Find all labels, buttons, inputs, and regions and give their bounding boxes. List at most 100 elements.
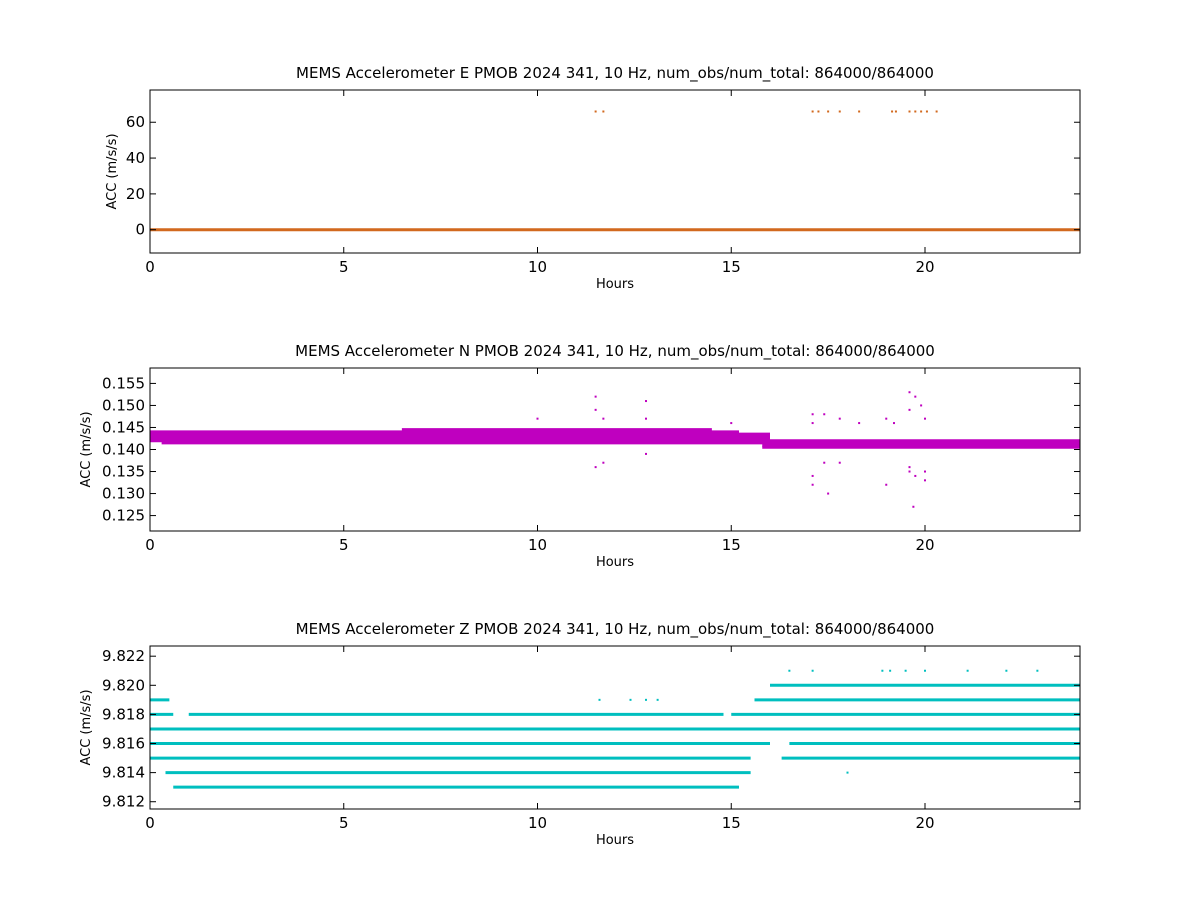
data-point [924,669,926,672]
data-point [823,413,826,416]
y-tick-label: 9.816 [102,735,145,753]
y-axis-label: ACC (m/s/s) [105,133,120,209]
data-point [838,461,841,464]
data-point [645,698,647,701]
y-tick-label: 9.818 [102,705,145,723]
data-point [811,413,814,416]
data-point [904,669,907,672]
x-tick-label: 15 [722,258,741,276]
x-tick-label: 15 [722,536,741,554]
data-point [914,474,917,477]
data-point [920,110,923,113]
data-point [881,669,884,672]
data-point [827,492,830,495]
x-tick-label: 5 [339,536,349,554]
data-point [891,110,894,113]
y-axis-label: ACC (m/s/s) [79,411,94,487]
y-tick-label: 9.820 [102,676,145,694]
x-axis-label: Hours [596,277,634,292]
data-point [908,408,911,411]
data-point [536,417,539,420]
x-tick-label: 0 [145,814,155,832]
plot-frame [149,89,1081,254]
data-point [730,422,733,425]
x-tick-label: 20 [915,814,934,832]
data-point [858,110,861,113]
data-point [594,395,597,398]
data-point [838,110,841,113]
data-point [925,110,928,113]
chart-panel-2: 0 5 10 15 20 9.812 9.814 9.816 9.818 9.820 9.822 ME… [79,620,1081,848]
data-point [1036,669,1039,672]
data-point [924,479,926,482]
data-layer [150,110,1080,232]
chart-title: MEMS Accelerometer E PMOB 2024 341, 10 H… [296,64,934,83]
data-point [885,417,888,420]
data-point [889,669,892,672]
y-tick-label: 9.812 [102,793,145,811]
x-tick-label: 0 [145,258,155,276]
x-tick-label: 20 [915,536,934,554]
data-point [811,669,814,672]
data-point [858,422,861,425]
y-tick-label: 60 [126,113,145,131]
data-point [846,771,849,774]
chart-panel-1: 0 5 10 15 20 0.125 0.130 0.135 0.140 0.145 0.150 0.… [79,342,1081,570]
chart-title: MEMS Accelerometer Z PMOB 2024 341, 10 H… [296,620,935,639]
data-point [908,391,911,394]
y-tick-label: 0.130 [102,485,145,503]
data-point [908,466,911,469]
x-tick-label: 10 [528,814,547,832]
y-tick-label: 0.125 [102,507,145,525]
data-point [893,422,895,425]
data-point [912,505,915,508]
data-point [920,404,923,407]
y-tick-label: 0.155 [102,374,145,392]
chart-panel-0: 0 5 10 15 20 0 20 40 60 MEMS Accelerometer E PMOB… [105,64,1081,292]
x-axis-label: Hours [596,833,634,848]
plot-frame [149,367,1081,532]
data-point [811,483,814,486]
data-point [811,110,814,113]
data-point [602,461,605,464]
data-point [594,110,597,113]
x-tick-label: 5 [339,814,349,832]
data-point [811,474,814,477]
data-point [935,110,938,113]
data-point [788,669,791,672]
data-point [966,669,969,672]
data-layer [150,391,1080,508]
data-point [885,483,888,486]
data-point [924,470,926,473]
x-tick-label: 15 [722,814,741,832]
x-tick-label: 10 [528,536,547,554]
data-point [817,110,820,113]
data-point [827,110,830,113]
data-point [908,110,911,113]
y-tick-label: 40 [126,149,145,167]
data-point [894,110,897,113]
y-tick-label: 0.150 [102,396,145,414]
data-point [924,417,926,420]
data-point [598,698,601,701]
chart-title: MEMS Accelerometer N PMOB 2024 341, 10 H… [295,342,935,361]
data-point [656,698,659,701]
data-layer [150,669,1080,789]
data-point [1005,669,1008,672]
data-point [838,417,841,420]
data-point [914,395,917,398]
data-point [594,408,597,411]
y-tick-label: 9.822 [102,647,145,665]
data-point [914,110,917,113]
x-tick-label: 0 [145,536,155,554]
y-tick-label: 0.135 [102,463,145,481]
y-axis-label: ACC (m/s/s) [79,689,94,765]
data-point [629,698,632,701]
plot-frame [149,645,1081,810]
x-axis-label: Hours [596,555,634,570]
x-tick-label: 5 [339,258,349,276]
data-point [645,452,647,455]
y-tick-label: 0 [135,221,145,239]
data-point [602,110,605,113]
